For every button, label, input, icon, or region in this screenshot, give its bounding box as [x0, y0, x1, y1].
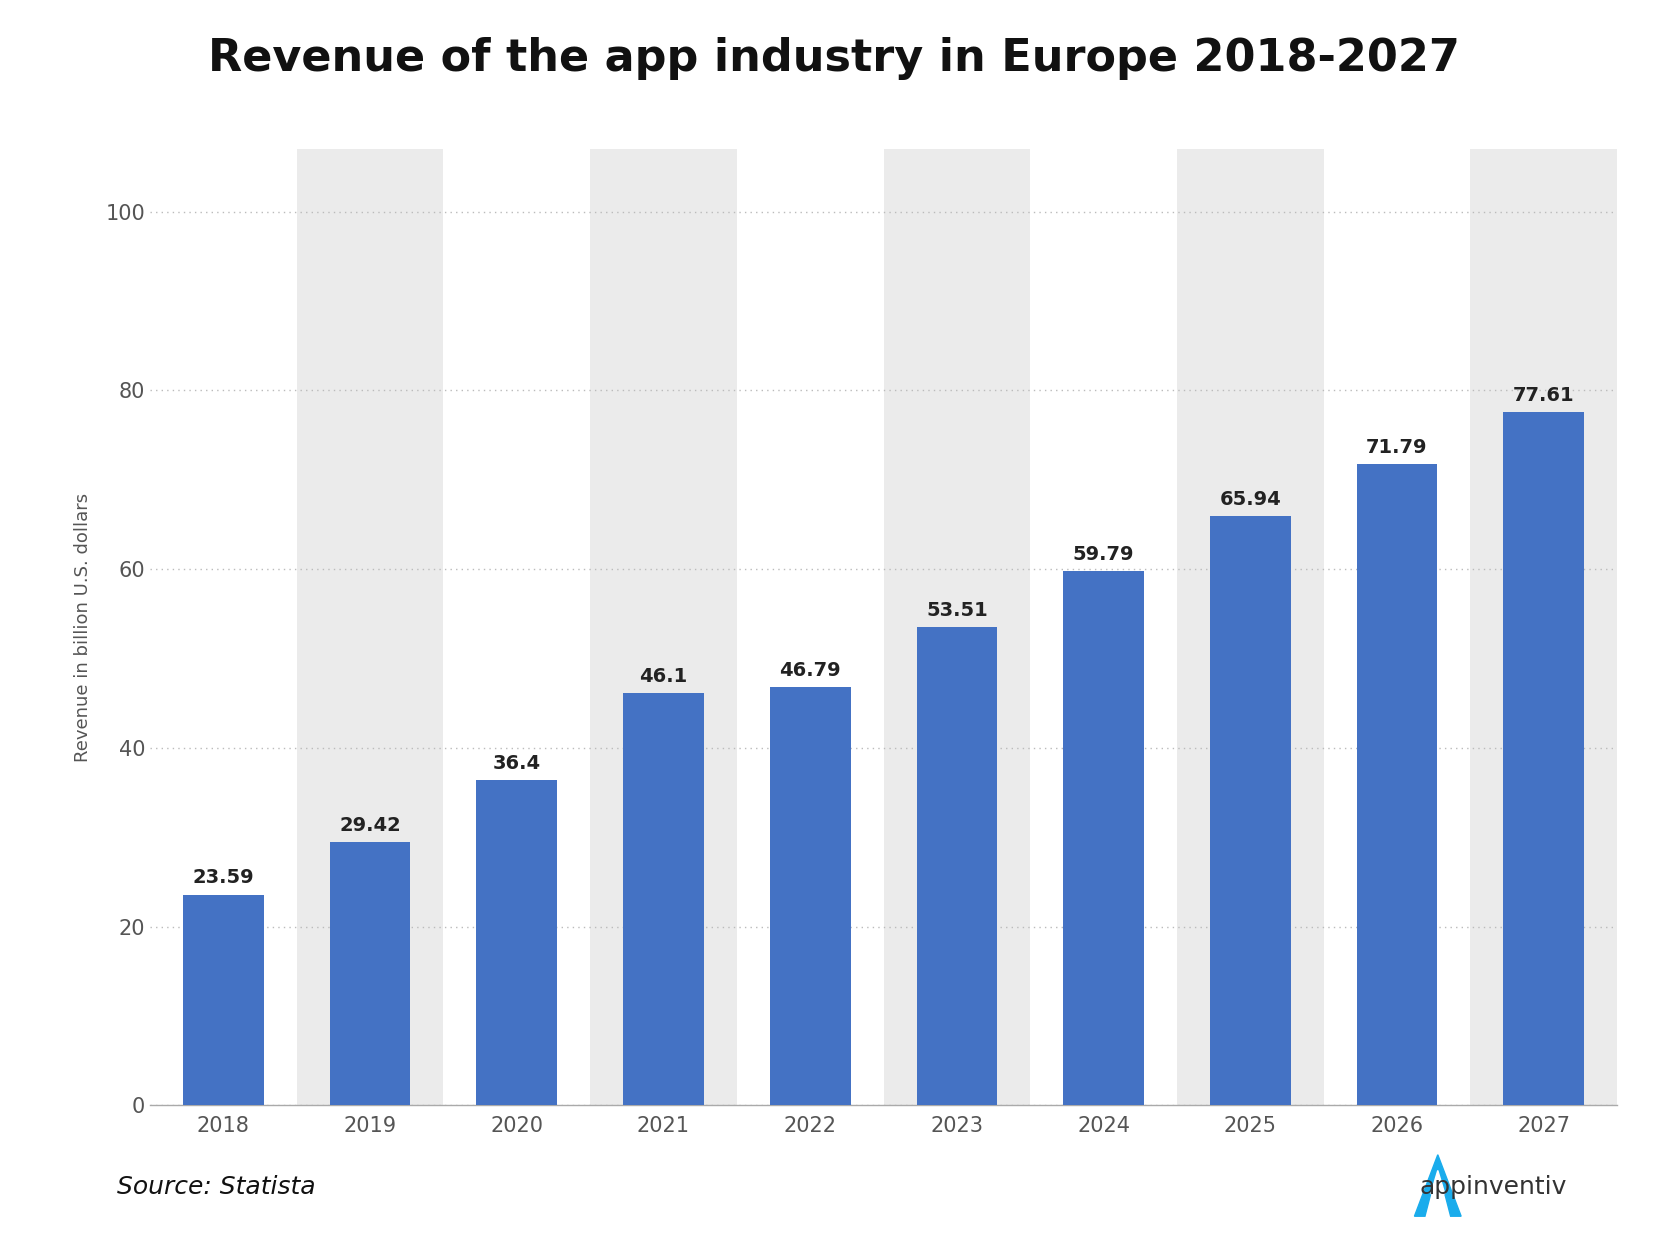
Bar [1504, 411, 1584, 1105]
Text: 71.79: 71.79 [1367, 437, 1427, 457]
Text: Source: Statista: Source: Statista [117, 1175, 315, 1199]
Bar [884, 149, 1030, 1105]
Text: 29.42: 29.42 [338, 816, 402, 836]
Bar [1177, 149, 1324, 1105]
Bar [1210, 515, 1290, 1105]
Text: 46.1: 46.1 [640, 667, 687, 686]
Bar [1064, 571, 1144, 1105]
Bar [477, 780, 557, 1105]
Bar [330, 842, 410, 1105]
Bar [590, 149, 737, 1105]
Bar [917, 627, 997, 1105]
Text: 59.79: 59.79 [1074, 545, 1134, 564]
Bar [770, 687, 850, 1105]
Text: 65.94: 65.94 [1219, 489, 1282, 509]
Polygon shape [1414, 1155, 1462, 1216]
Bar [297, 149, 443, 1105]
Text: 77.61: 77.61 [1514, 385, 1574, 405]
Text: 23.59: 23.59 [193, 868, 253, 887]
Text: appinventiv: appinventiv [1420, 1175, 1567, 1199]
Bar [1470, 149, 1617, 1105]
Text: 53.51: 53.51 [925, 601, 989, 620]
Text: 46.79: 46.79 [780, 661, 840, 681]
Y-axis label: Revenue in billion U.S. dollars: Revenue in billion U.S. dollars [73, 493, 92, 761]
Bar [183, 894, 263, 1105]
Text: Revenue of the app industry in Europe 2018-2027: Revenue of the app industry in Europe 20… [208, 37, 1459, 81]
Text: 36.4: 36.4 [493, 754, 540, 773]
Bar [1357, 463, 1437, 1105]
Polygon shape [1430, 1170, 1445, 1194]
Bar [623, 693, 703, 1105]
